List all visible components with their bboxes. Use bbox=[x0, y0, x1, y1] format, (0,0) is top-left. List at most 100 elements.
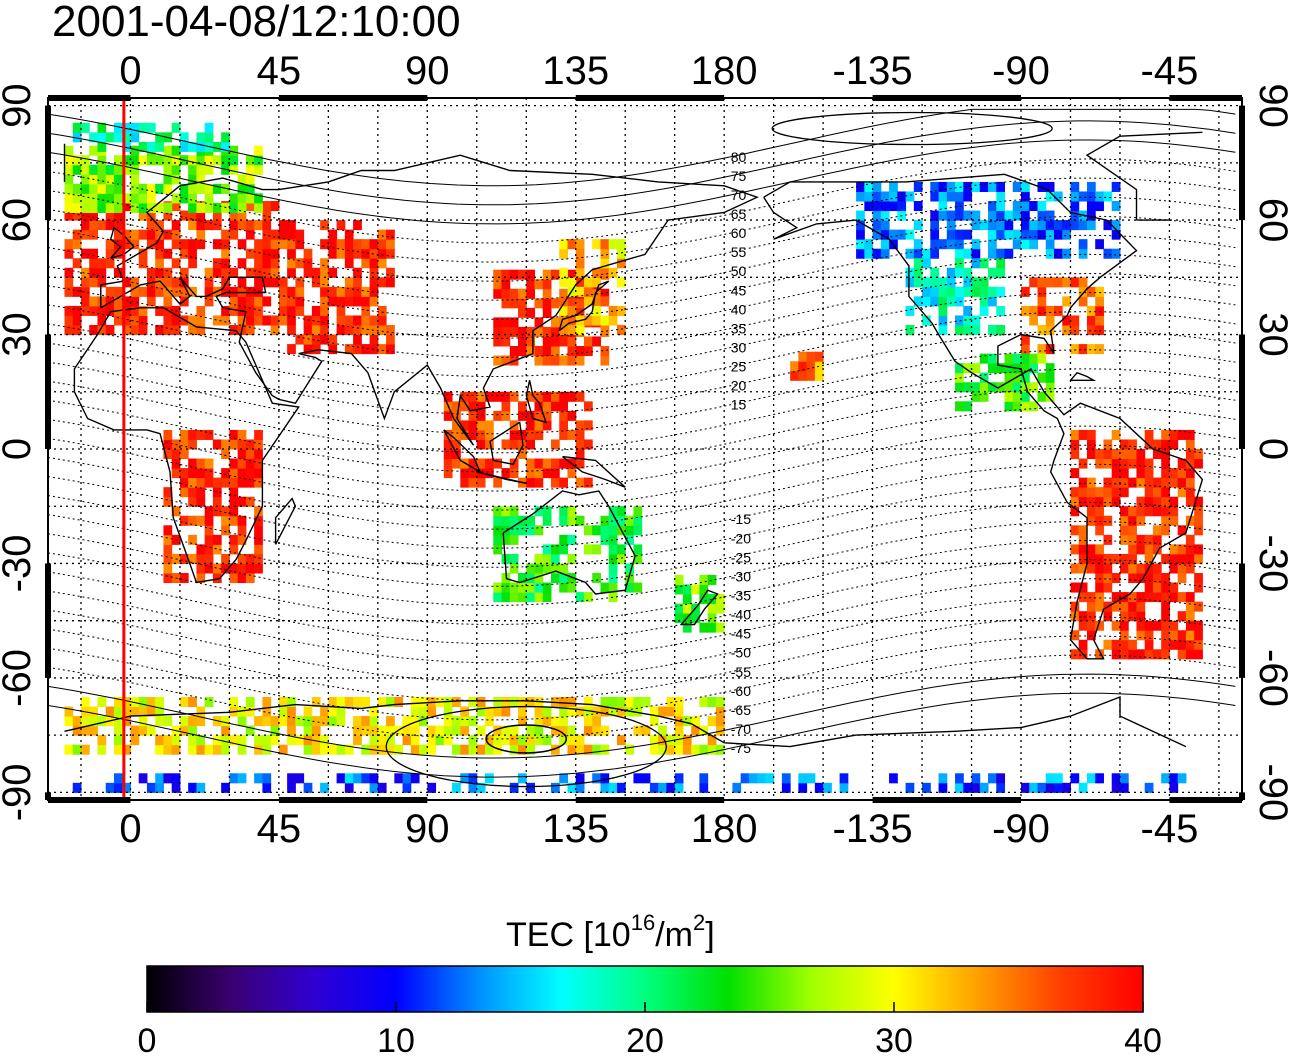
tec-pixel bbox=[1021, 286, 1030, 297]
tec-pixel bbox=[781, 782, 791, 793]
tec-pixel bbox=[963, 286, 973, 297]
tec-pixel bbox=[254, 202, 263, 213]
tec-pixel bbox=[501, 279, 511, 290]
tec-pixel bbox=[1185, 592, 1195, 603]
tec-pixel bbox=[237, 553, 247, 564]
tec-pixel bbox=[608, 582, 618, 593]
tec-pixel bbox=[1144, 487, 1154, 498]
tec-pixel bbox=[1037, 782, 1047, 793]
right-lat-tick-label: 30 bbox=[1251, 312, 1292, 357]
tec-pixel bbox=[336, 286, 346, 297]
tec-pixel bbox=[1045, 391, 1055, 402]
tec-pixel bbox=[245, 553, 255, 564]
tec-pixel bbox=[72, 122, 82, 133]
tec-pixel bbox=[237, 239, 247, 250]
tec-pixel bbox=[1095, 296, 1104, 307]
tec-pixel bbox=[221, 305, 230, 316]
tec-pixel bbox=[575, 286, 585, 297]
tec-pixel bbox=[237, 220, 247, 231]
mag-pole-contour-south bbox=[485, 724, 568, 754]
tec-pixel bbox=[971, 210, 981, 221]
tec-pixel bbox=[946, 286, 956, 297]
tec-pixel bbox=[559, 773, 568, 784]
tec-pixel bbox=[146, 286, 156, 297]
tec-pixel bbox=[1095, 544, 1104, 555]
tec-pixel bbox=[72, 305, 82, 316]
tec-pixel bbox=[369, 286, 379, 297]
tec-pixel bbox=[806, 773, 816, 784]
tec-pixel bbox=[608, 267, 618, 278]
tec-pixel bbox=[80, 267, 90, 278]
tec-pixel bbox=[328, 248, 338, 259]
tec-pixel bbox=[1136, 563, 1146, 574]
tec-pixel bbox=[1119, 487, 1129, 498]
tec-pixel bbox=[550, 401, 560, 412]
tec-pixel bbox=[97, 155, 107, 166]
tec-pixel bbox=[1161, 620, 1170, 631]
tec-pixel bbox=[443, 449, 453, 460]
tec-pixel bbox=[452, 782, 461, 793]
tec-pixel bbox=[353, 267, 362, 278]
tec-pixel bbox=[221, 141, 230, 152]
tec-pixel bbox=[155, 267, 164, 278]
tec-pixel bbox=[682, 735, 692, 746]
tec-pixel bbox=[1128, 592, 1137, 603]
tec-pixel bbox=[113, 193, 123, 204]
tec-pixel bbox=[955, 315, 964, 326]
tec-pixel bbox=[303, 315, 313, 326]
tec-pixel bbox=[559, 267, 568, 278]
tec-pixel bbox=[344, 239, 354, 250]
tec-pixel bbox=[913, 239, 923, 250]
tec-pixel bbox=[1078, 487, 1088, 498]
tec-pixel bbox=[575, 355, 585, 366]
tec-pixel bbox=[526, 735, 536, 746]
tec-pixel bbox=[229, 458, 239, 469]
tec-pixel bbox=[501, 582, 511, 593]
tec-pixel bbox=[270, 258, 280, 269]
tec-pixel bbox=[163, 248, 173, 259]
tec-pixel bbox=[212, 315, 222, 326]
tec-pixel bbox=[1021, 391, 1030, 402]
tec-pixel bbox=[97, 744, 107, 755]
top-lon-tick-label: 90 bbox=[405, 49, 450, 93]
tec-pixel bbox=[889, 191, 898, 202]
tec-pixel bbox=[146, 782, 156, 793]
tec-pixel bbox=[344, 229, 354, 240]
tec-pixel bbox=[476, 401, 486, 412]
tec-pixel bbox=[814, 361, 824, 372]
tec-pixel bbox=[1070, 220, 1080, 231]
tec-pixel bbox=[922, 782, 931, 793]
tec-pixel bbox=[649, 735, 659, 746]
tec-pixel bbox=[856, 229, 865, 240]
tec-pixel bbox=[237, 429, 247, 440]
tec-pixel bbox=[336, 716, 346, 727]
tec-pixel bbox=[204, 267, 214, 278]
tec-pixel bbox=[89, 706, 98, 717]
tec-pixel bbox=[188, 193, 197, 204]
tec-pixel bbox=[320, 782, 329, 793]
tec-pixel bbox=[1078, 582, 1088, 593]
tec-pixel bbox=[221, 183, 230, 194]
tec-pixel bbox=[493, 706, 503, 717]
contour-label: 80 bbox=[731, 149, 747, 165]
tec-pixel bbox=[295, 773, 305, 784]
tec-pixel bbox=[97, 325, 107, 336]
tec-pixel bbox=[89, 305, 98, 316]
tec-pixel bbox=[534, 420, 544, 431]
tec-pixel bbox=[196, 468, 206, 479]
tec-pixel bbox=[1045, 220, 1055, 231]
tec-pixel bbox=[410, 744, 420, 755]
tec-pixel bbox=[715, 622, 725, 633]
tec-pixel bbox=[468, 391, 478, 402]
tec-pixel bbox=[534, 345, 544, 357]
tec-pixel bbox=[179, 193, 189, 204]
tec-pixel bbox=[419, 716, 428, 727]
tec-pixel bbox=[1111, 201, 1121, 212]
tec-pixel bbox=[138, 286, 148, 297]
tec-pixel bbox=[188, 164, 197, 175]
tec-pixel bbox=[493, 288, 503, 299]
tec-pixel bbox=[567, 239, 577, 250]
tec-pixel bbox=[221, 735, 230, 746]
tec-pixel bbox=[179, 183, 189, 194]
tec-pixel bbox=[130, 277, 140, 288]
